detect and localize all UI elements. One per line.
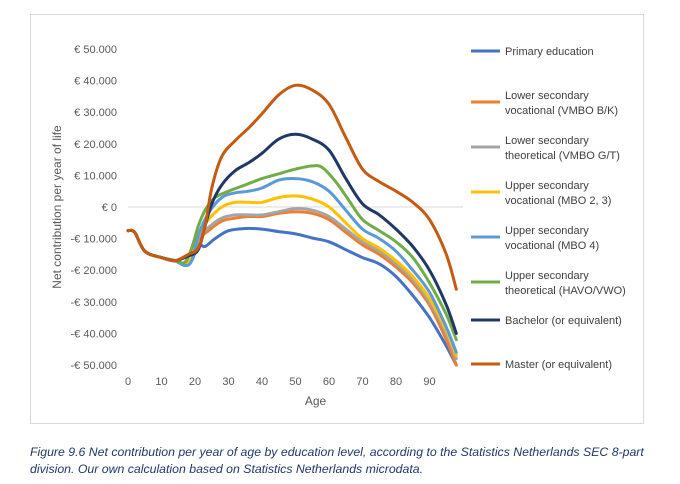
y-tick-label: € 30.000 (74, 107, 117, 119)
y-axis-title: Net contribution per year of life (50, 125, 64, 289)
y-tick-label: € 50.000 (74, 44, 117, 56)
legend-label: Upper secondary (505, 270, 589, 282)
series-line-5 (126, 176, 458, 354)
y-tick-label: -€ 40.000 (71, 328, 117, 340)
legend-label: Lower secondary (505, 135, 589, 147)
y-tick-label: € 20.000 (74, 139, 117, 151)
y-tick-label: -€ 50.000 (71, 360, 117, 372)
x-tick-label: 50 (289, 376, 301, 388)
series-lines (126, 83, 458, 367)
x-tick-label: 20 (189, 376, 201, 388)
x-axis-title: Age (305, 394, 327, 408)
x-tick-label: 70 (356, 376, 368, 388)
x-tick-label: 90 (423, 376, 435, 388)
x-tick-label: 80 (390, 376, 402, 388)
y-tick-label: -€ 10.000 (71, 234, 117, 246)
series-line-8 (126, 83, 458, 291)
y-tick-label: -€ 20.000 (71, 265, 117, 277)
x-tick-label: 10 (155, 376, 167, 388)
legend-label: vocational (MBO 4) (505, 240, 599, 252)
legend-label: theoretical (VMBO G/T) (505, 150, 620, 162)
legend-label: Master (or equivalent) (505, 359, 612, 371)
legend: Primary education Lower secondary vocation… (471, 46, 626, 371)
x-tick-label: 60 (323, 376, 335, 388)
chart-frame: € 50.000 € 40.000 € 30.000 € 20.000 € 10.000… (30, 14, 644, 424)
series-line-6 (126, 164, 458, 342)
series-line-3 (126, 207, 458, 361)
legend-label: vocational (VMBO B/K) (505, 105, 618, 117)
x-tick-label: 0 (125, 376, 131, 388)
y-tick-label: -€ 30.000 (71, 297, 117, 309)
legend-label: Upper secondary (505, 180, 589, 192)
figure-caption: Figure 9.6 Net contribution per year of … (30, 445, 644, 476)
y-tick-label: € 10.000 (74, 170, 117, 182)
y-tick-label: € 0 (102, 202, 117, 214)
legend-label: Lower secondary (505, 90, 589, 102)
y-tick-label: € 40.000 (74, 76, 117, 88)
legend-label: vocational (MBO 2, 3) (505, 195, 611, 207)
legend-label: Bachelor (or equivalent) (505, 315, 622, 327)
x-tick-label: 30 (222, 376, 234, 388)
line-chart: € 50.000 € 40.000 € 30.000 € 20.000 € 10.000… (50, 44, 626, 408)
x-axis-ticks: 0 10 20 30 40 50 60 70 80 90 (125, 376, 436, 388)
legend-label: theoretical (HAVO/VWO) (505, 285, 626, 297)
legend-label: Primary education (505, 46, 594, 58)
x-tick-label: 40 (256, 376, 268, 388)
legend-label: Upper secondary (505, 225, 589, 237)
y-axis-ticks: € 50.000 € 40.000 € 30.000 € 20.000 € 10.000… (71, 44, 117, 372)
series-line-1 (126, 226, 458, 367)
